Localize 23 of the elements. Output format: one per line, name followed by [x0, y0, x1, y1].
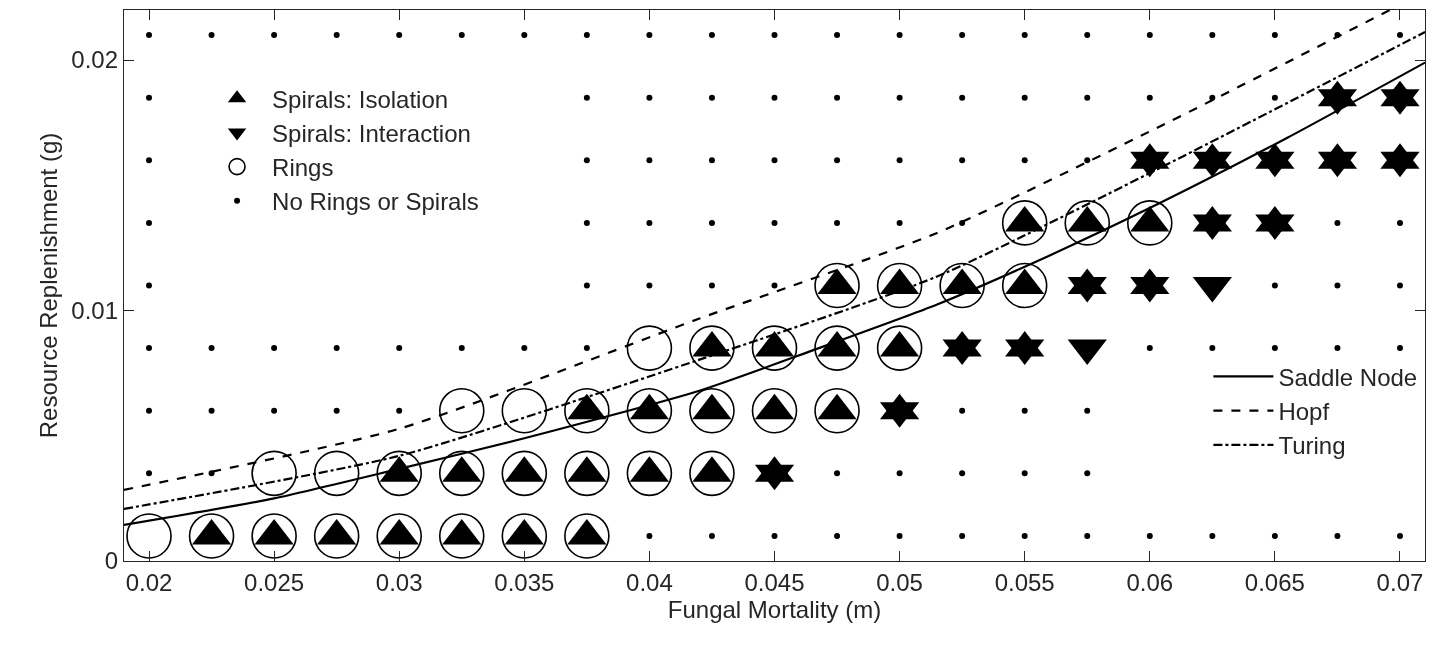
legend-label: Spirals: Interaction	[272, 119, 471, 147]
y-axis-title: Resource Replenishment (g)	[35, 132, 63, 439]
legend-label: Turing	[1278, 432, 1346, 460]
x-axis-title: Fungal Mortality (m)	[667, 595, 882, 623]
legend-label: Saddle Node	[1278, 363, 1418, 391]
legend-label: Spirals: Isolation	[272, 85, 449, 113]
x-tick-label: 0.03	[375, 568, 423, 596]
x-tick-label: 0.05	[876, 568, 923, 596]
x-tick-label: 0.04	[626, 568, 673, 596]
x-tick-label: 0.045	[744, 568, 805, 596]
x-tick-label: 0.065	[1244, 568, 1305, 596]
y-tick-label: 0.02	[71, 46, 119, 74]
x-tick-label: 0.02	[125, 568, 173, 596]
legend-label: Rings	[272, 153, 334, 181]
x-tick-label: 0.07	[1376, 568, 1424, 596]
legend-label: No Rings or Spirals	[272, 188, 479, 216]
x-tick-label: 0.055	[994, 568, 1055, 596]
x-tick-label: 0.025	[244, 568, 305, 596]
y-tick-label: 0.01	[71, 296, 119, 324]
x-tick-label: 0.06	[1126, 568, 1174, 596]
y-tick-label: 0	[104, 547, 119, 575]
x-tick-label: 0.035	[494, 568, 555, 596]
legend-label: Hopf	[1278, 397, 1330, 425]
